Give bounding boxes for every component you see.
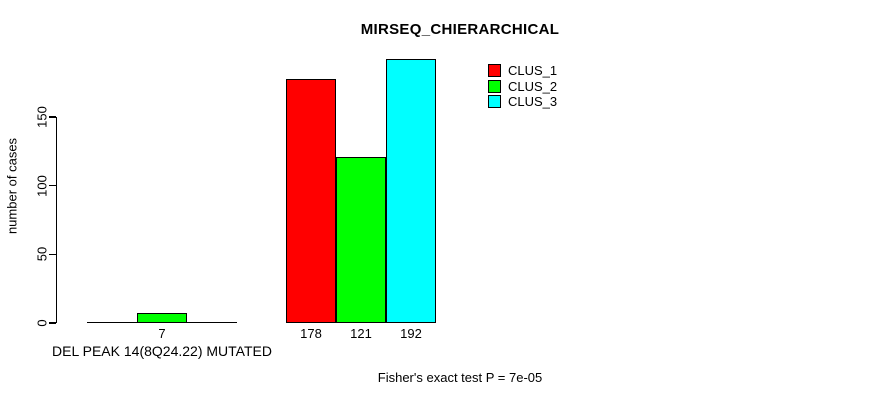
legend-swatch (488, 95, 501, 108)
y-tick (49, 185, 56, 187)
bar (286, 79, 336, 323)
bar-value-label: 192 (400, 326, 422, 341)
y-tick (49, 253, 56, 256)
category-label: DEL PEAK 14(8Q24.22) MUTATED (52, 343, 272, 359)
bar-value-label: 178 (300, 326, 322, 341)
y-axis-line (56, 117, 58, 323)
y-tick (49, 116, 56, 118)
bar (386, 59, 436, 323)
chart-title: MIRSEQ_CHIERARCHICAL (360, 21, 560, 38)
bar (137, 313, 187, 323)
bar-value-label: 121 (350, 326, 372, 341)
legend-label: CLUS_1 (508, 63, 558, 78)
y-axis-label: number of cases (4, 137, 20, 235)
legend-item: CLUS_3 (488, 95, 557, 108)
legend: CLUS_1 CLUS_2 CLUS_3 (488, 64, 557, 111)
bar-value-label: 7 (158, 326, 166, 341)
legend-item: CLUS_1 (488, 64, 557, 77)
y-tick-label: 50 (34, 247, 50, 262)
legend-item: CLUS_2 (488, 78, 558, 94)
legend-label: CLUS_2 (508, 78, 558, 94)
y-tick-label: 100 (34, 174, 50, 197)
bar (336, 157, 386, 323)
fisher-annotation: Fisher's exact test P = 7e-05 (377, 370, 543, 385)
legend-label: CLUS_3 (508, 94, 558, 109)
legend-swatch (488, 64, 501, 77)
y-tick (49, 322, 56, 324)
y-tick-label: 150 (34, 106, 50, 128)
y-tick-label: 0 (34, 319, 50, 327)
legend-swatch (488, 79, 501, 93)
